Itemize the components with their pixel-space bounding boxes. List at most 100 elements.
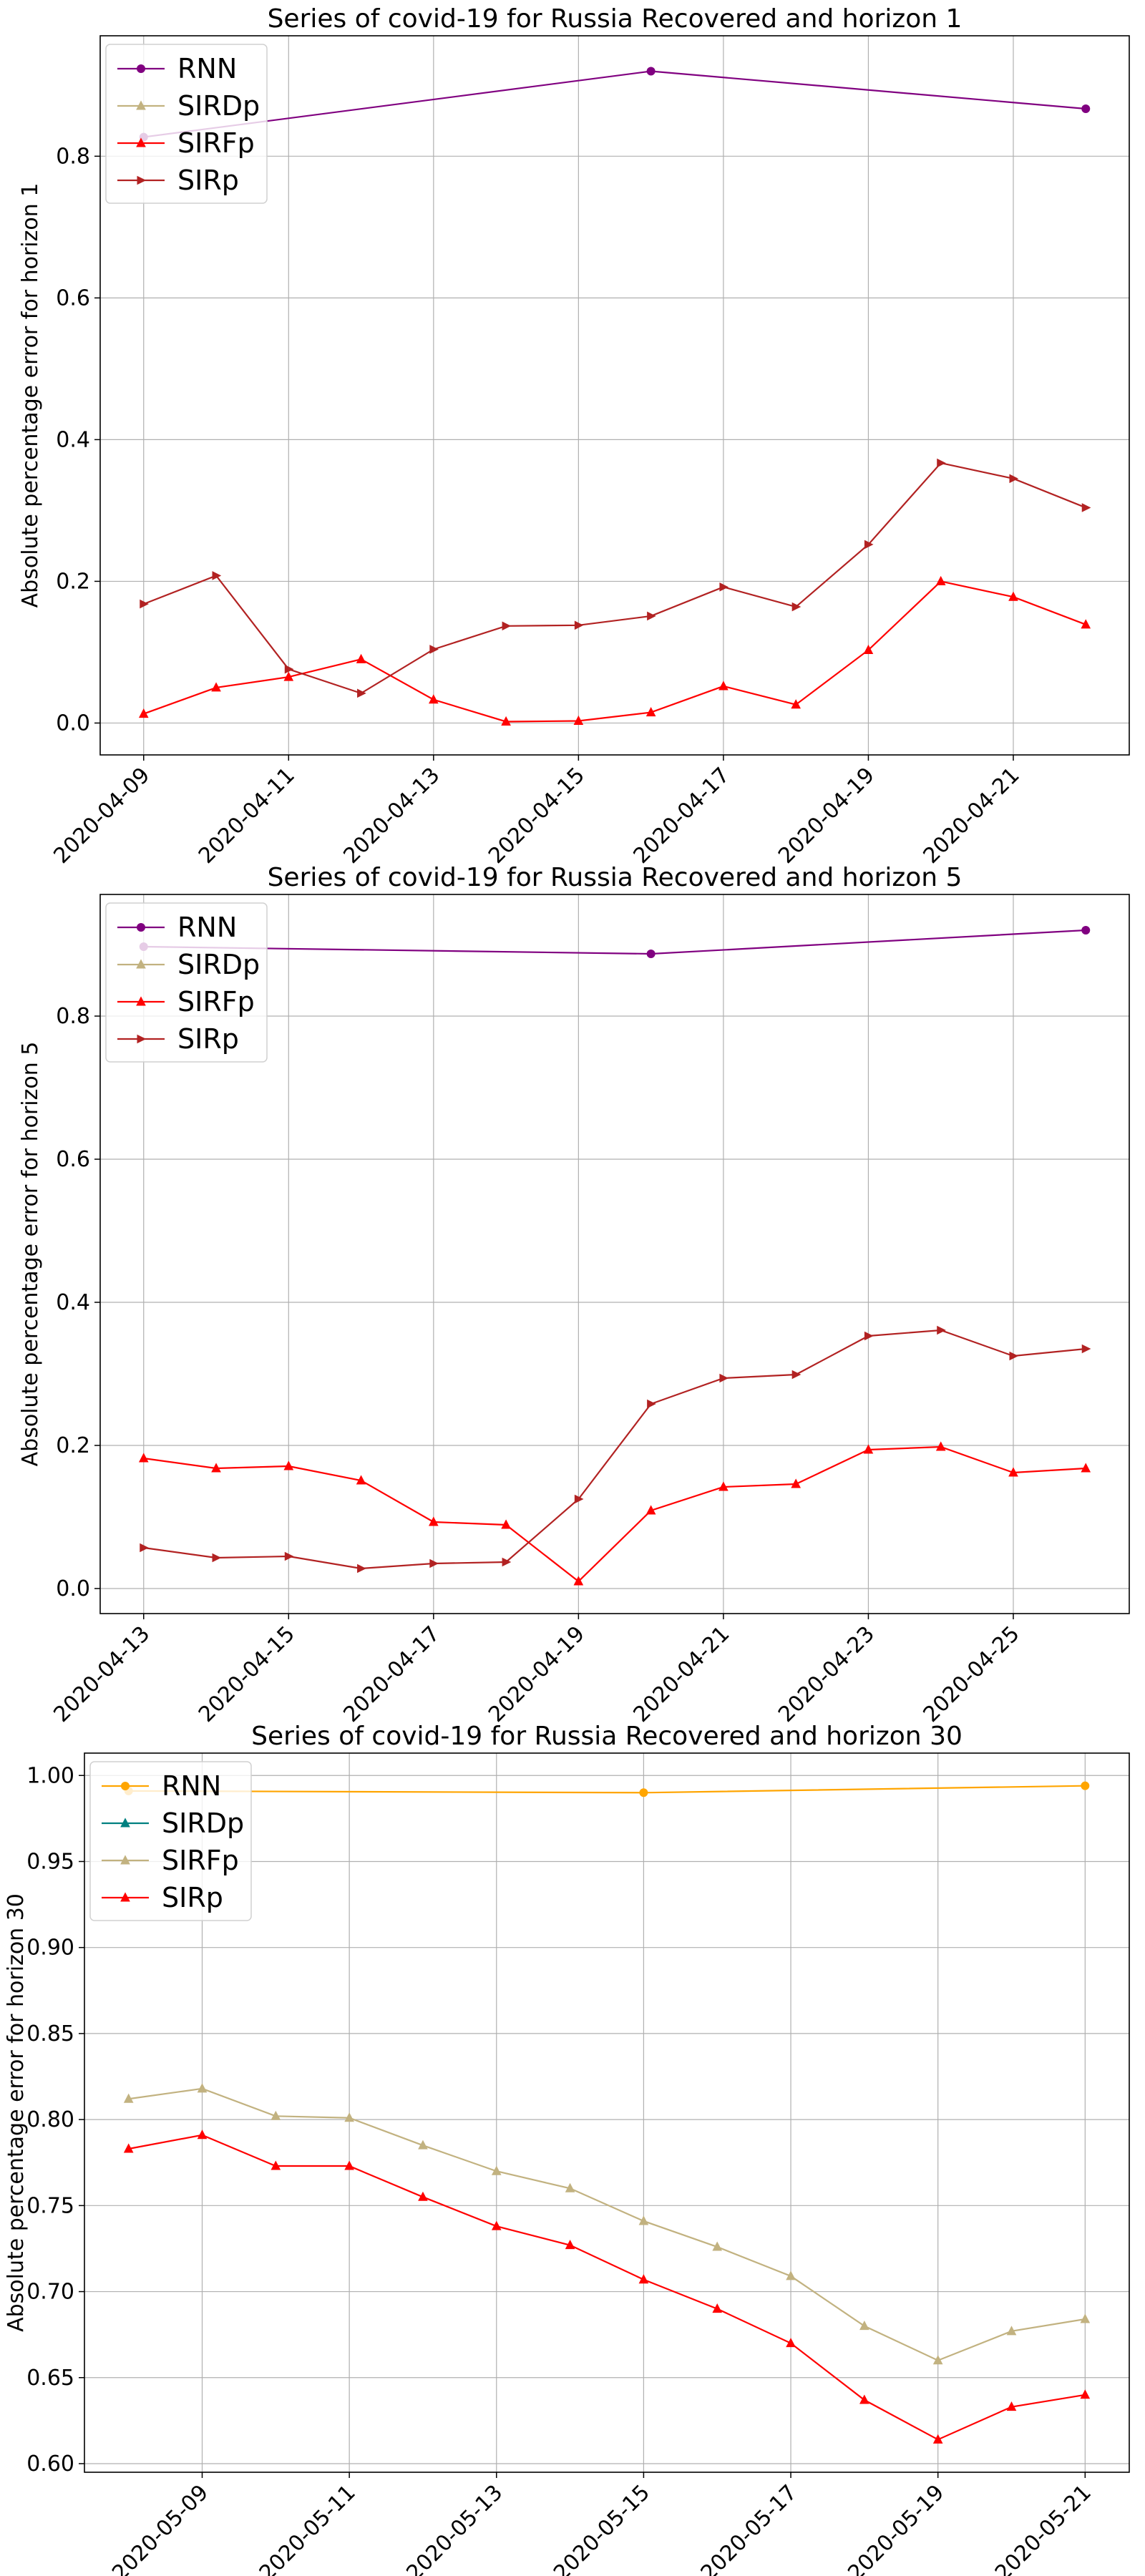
data-point xyxy=(712,2241,723,2251)
data-point xyxy=(786,2338,796,2348)
legend-label: RNN xyxy=(177,912,237,943)
data-point xyxy=(429,645,439,654)
data-point xyxy=(1009,1351,1019,1361)
data-point xyxy=(859,2321,869,2331)
legend-label: SIRFp xyxy=(162,1845,239,1876)
y-tick-label: 0.4 xyxy=(56,427,90,452)
legend-label: SIRDp xyxy=(162,1807,244,1839)
data-point xyxy=(932,2434,943,2444)
legend-label: RNN xyxy=(177,53,237,84)
legend-marker xyxy=(136,137,146,147)
data-point xyxy=(647,611,656,621)
legend-label: SIRDp xyxy=(177,949,260,980)
legend-marker xyxy=(137,923,145,932)
data-point xyxy=(356,1475,366,1485)
data-point xyxy=(573,1576,584,1586)
legend-marker xyxy=(137,1034,147,1044)
data-point xyxy=(501,1519,511,1529)
y-axis-label: Absolute percentage error for horizon 30 xyxy=(4,1893,29,2332)
data-point xyxy=(791,699,801,709)
data-point xyxy=(429,1516,439,1526)
data-point xyxy=(719,1373,729,1383)
data-point xyxy=(719,582,729,592)
data-point xyxy=(718,1481,729,1491)
x-tick-label: 2020-04-17 xyxy=(338,1621,444,1727)
y-tick-label: 0.90 xyxy=(26,1936,74,1961)
data-point xyxy=(863,1444,874,1454)
data-point xyxy=(1081,1781,1090,1790)
x-tick-label: 2020-04-25 xyxy=(919,1621,1025,1727)
data-point xyxy=(212,1553,222,1563)
data-point xyxy=(1081,619,1091,629)
axes-frame xyxy=(84,1752,1130,2473)
data-point xyxy=(645,707,656,717)
data-point xyxy=(356,653,366,663)
legend-marker xyxy=(137,175,147,185)
x-tick-label: 2020-05-15 xyxy=(549,2480,655,2576)
data-point xyxy=(935,575,946,585)
y-tick-label: 0.0 xyxy=(56,711,90,736)
data-point xyxy=(357,688,366,698)
chart-title: Series of covid-19 for Russia Recovered … xyxy=(251,1722,963,1751)
data-point xyxy=(937,458,946,468)
data-point xyxy=(284,664,294,674)
series-SIRp xyxy=(123,2129,1091,2444)
data-point xyxy=(1008,591,1018,601)
x-tick-label: 2020-04-15 xyxy=(484,763,590,869)
data-point xyxy=(864,540,874,550)
legend-marker xyxy=(120,1855,130,1865)
data-point xyxy=(791,1478,801,1488)
x-tick-label: 2020-04-21 xyxy=(919,763,1025,869)
chart-title: Series of covid-19 for Russia Recovered … xyxy=(268,4,963,34)
data-point xyxy=(271,2110,281,2120)
x-tick-label: 2020-04-13 xyxy=(49,1621,155,1727)
y-tick-label: 0.8 xyxy=(56,1004,90,1029)
data-point xyxy=(283,671,294,681)
legend: RNN SIRDp SIRFp SIRp xyxy=(105,44,268,204)
data-point xyxy=(1081,1463,1091,1473)
data-point xyxy=(140,1543,149,1553)
legend-box xyxy=(89,1761,252,1921)
y-tick-label: 0.8 xyxy=(56,144,90,169)
data-point xyxy=(491,2220,502,2230)
data-point xyxy=(1081,104,1091,113)
data-point xyxy=(712,2303,723,2313)
data-point xyxy=(502,1557,512,1567)
y-tick-label: 0.85 xyxy=(26,2021,74,2046)
chart-title: Series of covid-19 for Russia Recovered … xyxy=(268,863,963,892)
data-point xyxy=(574,620,584,630)
y-tick-label: 0.75 xyxy=(26,2193,74,2218)
legend-marker xyxy=(136,100,146,110)
series-line xyxy=(128,2087,1086,2361)
legend-box xyxy=(105,902,268,1063)
series-SIRp xyxy=(140,458,1091,698)
data-point xyxy=(1081,1344,1091,1354)
x-tick-label: 2020-04-13 xyxy=(338,763,444,869)
data-point xyxy=(1006,2326,1017,2336)
data-point xyxy=(501,716,511,726)
data-point xyxy=(786,2270,796,2280)
data-point xyxy=(1009,474,1019,484)
x-tick-label: 2020-04-23 xyxy=(774,1621,880,1727)
y-tick-label: 0.0 xyxy=(56,1576,90,1601)
data-point xyxy=(138,708,149,718)
x-tick-label: 2020-04-21 xyxy=(629,1621,735,1727)
x-tick-label: 2020-04-09 xyxy=(49,763,155,869)
y-tick-label: 0.6 xyxy=(56,286,90,311)
plot-area xyxy=(84,1753,1129,2472)
legend-label: SIRFp xyxy=(177,986,255,1018)
data-point xyxy=(574,1494,584,1504)
data-point xyxy=(429,694,439,704)
legend-marker xyxy=(120,1818,130,1828)
data-point xyxy=(791,1370,802,1380)
x-tick-label: 2020-05-19 xyxy=(843,2480,949,2576)
data-point xyxy=(791,602,802,612)
legend: RNN SIRDp SIRFp SIRp xyxy=(89,1761,252,1921)
data-point xyxy=(197,2129,208,2140)
data-point xyxy=(1080,2313,1091,2323)
x-tick-label: 2020-04-19 xyxy=(484,1621,590,1727)
data-point xyxy=(1080,2389,1091,2399)
legend-box xyxy=(105,44,268,204)
legend-marker xyxy=(120,1892,130,1902)
